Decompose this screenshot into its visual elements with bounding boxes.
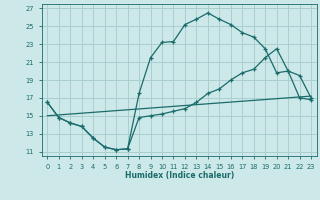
X-axis label: Humidex (Indice chaleur): Humidex (Indice chaleur) <box>124 171 234 180</box>
